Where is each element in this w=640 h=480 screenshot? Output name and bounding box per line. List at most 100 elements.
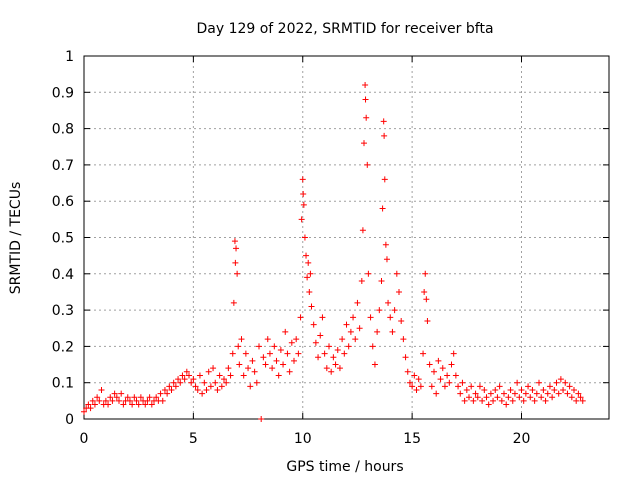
data-point [379, 205, 386, 212]
data-point [201, 379, 208, 386]
data-point [116, 397, 122, 404]
data-point [501, 390, 507, 397]
data-point [300, 190, 307, 197]
data-point [555, 390, 562, 397]
data-point [164, 390, 171, 397]
data-point [492, 386, 499, 393]
data-point [282, 328, 289, 335]
y-tick-label: 1 [65, 49, 74, 65]
data-point [361, 140, 367, 147]
data-point [293, 336, 300, 343]
data-point [230, 299, 237, 306]
data-point [362, 96, 369, 103]
data-point [305, 259, 312, 266]
data-point [148, 401, 155, 408]
data-point [450, 350, 457, 357]
data-point [533, 390, 540, 397]
data-point [448, 361, 455, 368]
data-point [223, 379, 230, 386]
data-point [382, 241, 389, 248]
data-point [284, 350, 291, 357]
data-point [374, 328, 381, 335]
data-point [514, 379, 521, 386]
data-point [330, 354, 337, 361]
data-point [177, 379, 184, 386]
data-point [479, 397, 486, 404]
data-point [343, 321, 350, 328]
data-point [560, 386, 567, 393]
data-point [96, 397, 103, 404]
data-point [420, 350, 427, 357]
data-point [546, 383, 553, 390]
data-point [459, 379, 466, 386]
data-point [249, 357, 256, 364]
data-point [385, 299, 392, 306]
data-point [111, 390, 118, 397]
data-point [417, 383, 424, 390]
data-point [522, 390, 529, 397]
data-point [159, 397, 166, 404]
data-point [216, 372, 223, 379]
data-point [538, 394, 545, 401]
data-point [295, 350, 302, 357]
data-point [400, 336, 407, 343]
data-point [308, 303, 315, 310]
data-point [91, 401, 98, 408]
data-point [413, 386, 420, 393]
data-point [102, 397, 109, 404]
data-point [461, 397, 468, 404]
data-point [291, 357, 297, 364]
data-point [396, 288, 402, 295]
data-point [437, 376, 444, 383]
data-point [564, 390, 571, 397]
data-point [107, 394, 114, 401]
data-point [347, 328, 354, 335]
data-point [505, 394, 512, 401]
data-point [192, 383, 199, 390]
data-point [175, 376, 182, 383]
data-point [472, 390, 479, 397]
data-point [118, 390, 125, 397]
data-point [124, 394, 131, 401]
data-point [455, 383, 462, 390]
data-point [129, 401, 136, 408]
data-point [298, 216, 305, 223]
data-point [307, 270, 314, 277]
data-point [260, 354, 267, 361]
data-point [350, 314, 357, 321]
data-point [157, 390, 164, 397]
data-point [466, 394, 472, 401]
data-point [273, 357, 280, 364]
data-point [315, 354, 322, 361]
data-point [166, 383, 173, 390]
data-point [181, 376, 188, 383]
x-tick-label: 20 [513, 431, 531, 447]
data-point [468, 383, 475, 390]
data-point [85, 401, 92, 408]
data-point [474, 394, 481, 401]
data-point [391, 307, 398, 314]
data-point [269, 365, 276, 372]
data-point [339, 336, 346, 343]
data-point [531, 397, 538, 404]
data-point [380, 118, 387, 125]
data-point [247, 383, 254, 390]
data-point [428, 383, 435, 390]
data-point [334, 347, 341, 354]
data-point [137, 394, 144, 401]
data-point [98, 386, 105, 393]
x-tick-label: 5 [189, 431, 198, 447]
data-point [498, 397, 505, 404]
data-point [105, 401, 112, 408]
data-point [542, 397, 549, 404]
data-point [369, 343, 376, 350]
data-point [411, 372, 418, 379]
y-tick-label: 0.1 [52, 376, 74, 392]
data-point [568, 394, 575, 401]
data-point [210, 365, 217, 372]
data-point [277, 347, 284, 354]
data-point [170, 379, 177, 386]
data-point [194, 386, 201, 393]
data-point [144, 397, 151, 404]
data-point [439, 365, 446, 372]
